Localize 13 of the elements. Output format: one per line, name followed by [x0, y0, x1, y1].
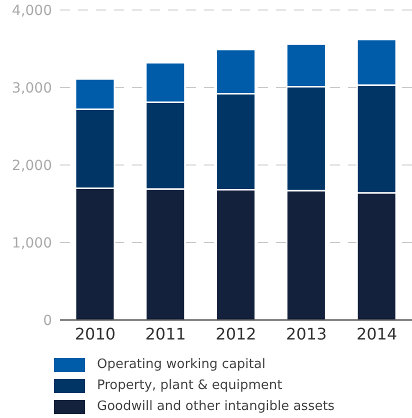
y-tick-label: 3,000: [12, 80, 52, 96]
x-tick-label: 2012: [216, 324, 256, 344]
legend-label: Goodwill and other intangible assets: [97, 399, 335, 414]
y-tick-label: 4,000: [12, 2, 52, 19]
legend-label: Property, plant & equipment: [97, 378, 282, 393]
legend-label: Operating working capital: [97, 357, 266, 372]
x-tick-label: 2010: [74, 324, 116, 344]
y-tick-label: 0: [43, 312, 52, 329]
x-tick-label: 2013: [286, 324, 327, 344]
x-tick-label: 2014: [356, 324, 398, 344]
x-tick-label: 2011: [145, 324, 186, 344]
y-tick-label: 2,000: [12, 158, 52, 174]
y-tick-label: 1,000: [12, 235, 52, 252]
